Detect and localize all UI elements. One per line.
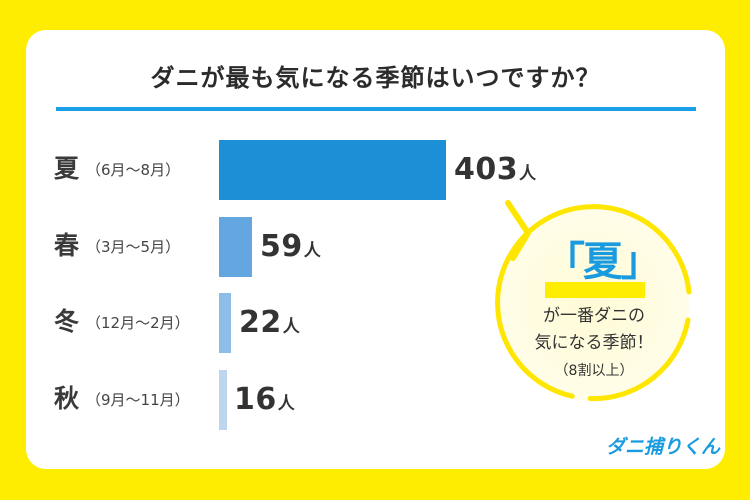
callout-line-1: が一番ダニの	[543, 306, 645, 326]
months-label: （12月〜2月）	[86, 314, 190, 332]
callout-highlight: 「夏」	[545, 236, 661, 292]
value-label: 59人	[260, 229, 321, 264]
bar-row-summer: 夏 （6月〜8月） 403人	[26, 140, 725, 200]
bar	[219, 370, 227, 430]
value-number: 59	[260, 229, 303, 264]
bar-row-autumn: 秋 （9月〜11月） 16人	[26, 370, 725, 430]
months-label: （6月〜8月）	[86, 161, 181, 179]
bar	[219, 140, 446, 200]
bar-row-spring: 春 （3月〜5月） 59人	[26, 217, 725, 277]
season-label: 秋	[54, 384, 80, 413]
season-label: 冬	[54, 307, 80, 336]
title-divider	[56, 107, 696, 111]
months-label: （3月〜5月）	[86, 238, 181, 256]
chart-title: ダニが最も気になる季節はいつですか？	[150, 64, 601, 92]
value-label: 403人	[454, 152, 536, 187]
callout-highlight-text: 「夏」	[545, 239, 661, 285]
season-label: 春	[54, 231, 80, 260]
bar-row-winter: 冬 （12月〜2月） 22人	[26, 293, 725, 353]
value-label: 16人	[234, 382, 295, 417]
bar	[219, 293, 231, 353]
callout-bubble	[495, 200, 692, 402]
bar	[219, 217, 252, 277]
value-number: 403	[454, 152, 519, 187]
season-label: 夏	[54, 154, 80, 183]
brand-logo: ダニ捕りくん	[606, 436, 721, 458]
callout-line-3: （8割以上）	[554, 363, 634, 379]
value-number: 22	[239, 305, 282, 340]
value-unit: 人	[277, 394, 295, 414]
months-label: （9月〜11月）	[86, 391, 190, 409]
highlight-bar	[545, 282, 645, 298]
value-unit: 人	[303, 241, 321, 261]
value-unit: 人	[519, 164, 537, 184]
value-unit: 人	[282, 317, 300, 337]
callout-line-2: 気になる季節！	[534, 333, 654, 353]
value-number: 16	[234, 382, 277, 417]
value-label: 22人	[239, 305, 300, 340]
chart-card: ダニが最も気になる季節はいつですか？ 夏 （6月〜8月） 403人 春 （3月〜…	[26, 30, 725, 469]
